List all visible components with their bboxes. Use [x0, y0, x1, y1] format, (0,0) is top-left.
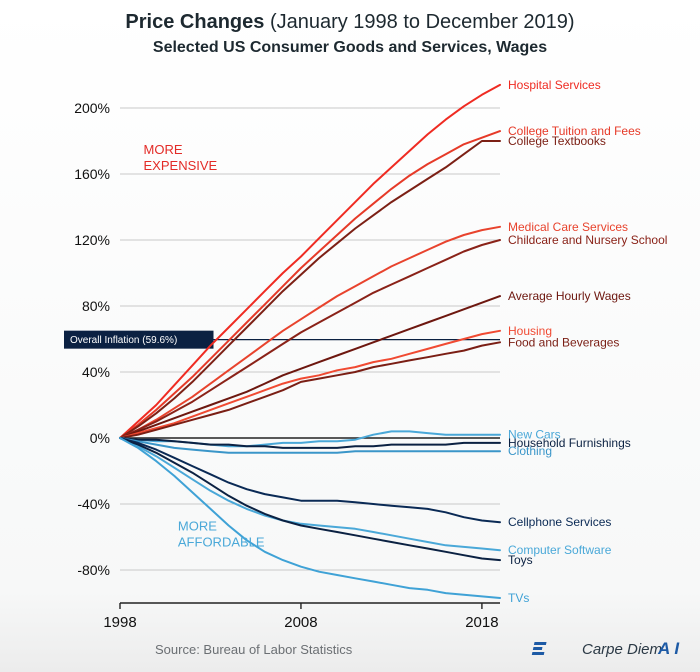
y-tick-label: -80% [77, 562, 110, 578]
series-line [120, 296, 500, 438]
more_expensive-label: EXPENSIVE [144, 158, 218, 173]
chart-svg: Price Changes (January 1998 to December … [0, 0, 700, 672]
y-tick-label: 200% [74, 100, 110, 116]
y-tick-label: -40% [77, 496, 110, 512]
series-label: Childcare and Nursery School [508, 233, 667, 247]
more_affordable-label: AFFORDABLE [178, 534, 265, 549]
series-label: Cellphone Services [508, 515, 611, 529]
title-range: (January 1998 to December 2019) [270, 11, 575, 33]
y-tick-label: 80% [82, 298, 110, 314]
series-label: TVs [508, 591, 529, 605]
series-label: Medical Care Services [508, 220, 628, 234]
source-text: Source: Bureau of Labor Statistics [155, 642, 353, 657]
aei-logo-bar [533, 647, 543, 650]
title-bold: Price Changes [125, 11, 270, 33]
aei-logo-text: A I [657, 639, 680, 658]
series-line [120, 131, 500, 438]
series-label: Clothing [508, 444, 552, 458]
series-label: Average Hourly Wages [508, 289, 631, 303]
page-title: Price Changes (January 1998 to December … [125, 11, 574, 33]
inflation-badge-text: Overall Inflation (59.6%) [70, 335, 177, 346]
series-line [120, 141, 500, 438]
aei-logo-bar [534, 642, 547, 645]
price-changes-chart: Price Changes (January 1998 to December … [0, 0, 700, 672]
logo-carpe-diem: Carpe Diem [582, 641, 662, 658]
aei-logo-bar [532, 652, 545, 655]
series-label: College Textbooks [508, 134, 606, 148]
subtitle: Selected US Consumer Goods and Services,… [153, 39, 547, 56]
x-tick-label: 1998 [103, 614, 136, 631]
series-label: Toys [508, 553, 533, 567]
x-tick-label: 2008 [284, 614, 317, 631]
y-tick-label: 40% [82, 364, 110, 380]
more_expensive-label: MORE [144, 142, 183, 157]
y-tick-label: 160% [74, 166, 110, 182]
more_affordable-label: MORE [178, 518, 217, 533]
series-label: Food and Beverages [508, 335, 619, 349]
y-tick-label: 120% [74, 232, 110, 248]
y-tick-label: 0% [90, 430, 110, 446]
series-label: Hospital Services [508, 78, 601, 92]
x-tick-label: 2018 [465, 614, 498, 631]
